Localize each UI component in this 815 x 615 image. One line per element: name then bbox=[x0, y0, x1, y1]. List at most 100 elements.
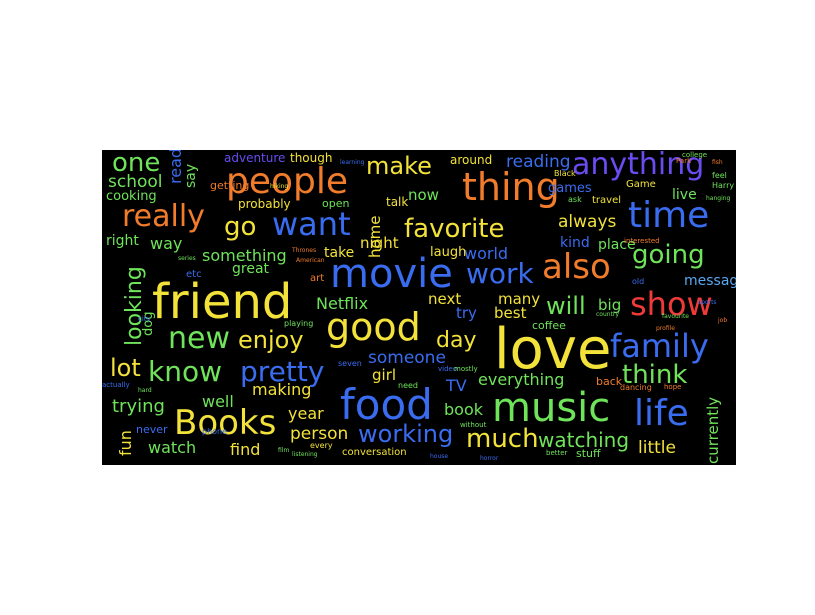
word-fun-vertical: fun bbox=[116, 430, 135, 456]
word-way: way bbox=[150, 234, 183, 253]
word-every: every bbox=[310, 441, 333, 450]
word-without: without bbox=[460, 421, 487, 429]
word-park: Park bbox=[676, 157, 692, 165]
word-also: also bbox=[542, 247, 611, 287]
word-series: series bbox=[178, 255, 196, 262]
word-world: world bbox=[464, 244, 509, 263]
word-horror: horror bbox=[480, 455, 499, 462]
word-making: making bbox=[252, 380, 312, 399]
word-want: want bbox=[272, 205, 351, 243]
word-laugh: laugh bbox=[430, 245, 467, 260]
word-actually: actually bbox=[102, 381, 130, 389]
word-learning: learning bbox=[340, 159, 365, 166]
word-black: Black bbox=[554, 169, 576, 178]
word-getting: getting bbox=[210, 179, 250, 192]
word-open: open bbox=[322, 197, 350, 210]
word-seven: seven bbox=[338, 359, 362, 368]
word-everything: everything bbox=[478, 370, 565, 389]
word-better: better bbox=[546, 449, 568, 457]
word-never: never bbox=[136, 423, 168, 436]
word-house: house bbox=[430, 453, 449, 460]
word-really: really bbox=[122, 199, 205, 234]
word-work: work bbox=[466, 257, 534, 290]
word-hiking: hiking bbox=[270, 183, 289, 190]
word-right: right bbox=[106, 233, 139, 249]
word-time: time bbox=[628, 195, 710, 236]
word-talk: talk bbox=[386, 195, 409, 209]
word-music: music bbox=[492, 385, 611, 431]
word-make: make bbox=[366, 152, 432, 180]
word-kind: kind bbox=[560, 235, 590, 251]
word-favorite: favorite bbox=[404, 214, 505, 244]
word-someone: someone bbox=[368, 348, 446, 368]
word-travel: travel bbox=[592, 195, 622, 206]
word-show: show bbox=[630, 285, 713, 323]
word-college: college bbox=[682, 151, 708, 159]
word-reading: reading bbox=[506, 152, 571, 172]
word-coffee: coffee bbox=[532, 319, 566, 332]
word-phone: phone bbox=[202, 427, 228, 436]
word-day: day bbox=[436, 328, 477, 353]
word-year: year bbox=[288, 404, 324, 423]
word-family: family bbox=[610, 327, 709, 365]
word-movie: movie bbox=[330, 251, 453, 297]
word-person: person bbox=[290, 424, 349, 444]
word-home: home bbox=[366, 215, 384, 258]
word-film: film bbox=[278, 447, 290, 454]
word-ask: ask bbox=[568, 195, 582, 204]
word-books: Books bbox=[174, 403, 277, 443]
word-friend: friend bbox=[152, 274, 293, 330]
word-working: working bbox=[358, 420, 454, 448]
word-girl: girl bbox=[372, 366, 397, 384]
word-little: little bbox=[638, 438, 676, 458]
word-place: place bbox=[598, 237, 636, 253]
word-next: next bbox=[428, 290, 462, 308]
word-say: say bbox=[183, 163, 199, 188]
word-big: big bbox=[598, 296, 622, 314]
word-currently: currently bbox=[704, 396, 722, 464]
word-school: school bbox=[108, 172, 163, 192]
word-love: love bbox=[494, 317, 612, 382]
word-city: city bbox=[138, 315, 151, 323]
word-playing: playing bbox=[284, 319, 314, 328]
word-video: video bbox=[438, 365, 458, 373]
word-back: back bbox=[596, 375, 623, 388]
word-live: live bbox=[672, 187, 697, 203]
word-profile: profile bbox=[656, 325, 675, 332]
word-game: Game bbox=[626, 179, 656, 190]
word-take: take bbox=[324, 245, 355, 261]
word-harry: Harry bbox=[712, 181, 735, 190]
word-people: people bbox=[226, 161, 349, 202]
word-thing: thing bbox=[462, 165, 560, 209]
word-trying: trying bbox=[112, 396, 165, 417]
word-life: life bbox=[634, 393, 689, 434]
word-anything: anything bbox=[572, 150, 705, 182]
word-sports: sports bbox=[698, 299, 717, 306]
word-best: best bbox=[494, 304, 527, 322]
word-need: need bbox=[398, 381, 418, 390]
word-country: country bbox=[596, 311, 619, 318]
word-good: good bbox=[326, 305, 421, 349]
word-fish: fish bbox=[712, 159, 723, 166]
word-thrones: Thrones bbox=[292, 247, 317, 254]
word-though: though bbox=[290, 151, 333, 165]
word-games: games bbox=[548, 181, 592, 196]
word-art: art bbox=[310, 273, 325, 284]
word-something: something bbox=[202, 246, 287, 265]
word-night: night bbox=[360, 234, 399, 252]
word-well: well bbox=[202, 392, 234, 411]
word-book: book bbox=[444, 400, 483, 419]
word-enjoy: enjoy bbox=[238, 326, 304, 354]
word-interested: interested bbox=[624, 237, 660, 245]
word-hanging: hanging bbox=[706, 195, 731, 202]
word-watching: watching bbox=[538, 428, 630, 452]
word-always: always bbox=[558, 212, 617, 232]
word-going: going bbox=[632, 240, 705, 270]
word-cooking: cooking bbox=[106, 189, 157, 204]
word-old: old bbox=[632, 277, 645, 286]
word-one: one bbox=[112, 150, 161, 178]
word-lot: lot bbox=[110, 354, 141, 382]
word-hard: hard bbox=[138, 387, 152, 394]
word-new: new bbox=[168, 321, 231, 356]
